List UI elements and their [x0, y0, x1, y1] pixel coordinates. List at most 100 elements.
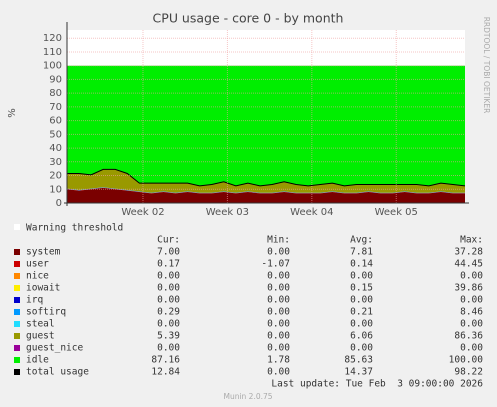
stat-value: 7.81	[350, 247, 373, 258]
y-tick-label: 40	[49, 143, 62, 154]
y-tick-label: 80	[49, 88, 62, 99]
y-tick-label: 0	[56, 198, 62, 209]
stat-value: 7.00	[157, 247, 180, 258]
area-idle	[67, 65, 465, 186]
legend-label: system	[26, 247, 61, 258]
stat-value: 86.36	[454, 331, 483, 342]
stat-value: 0.00	[157, 283, 180, 294]
legend-swatch	[14, 345, 20, 351]
legend-label: total usage	[26, 367, 89, 378]
y-tick-label: 90	[49, 74, 62, 85]
stat-value: 0.00	[350, 271, 373, 282]
legend-swatch	[14, 309, 20, 315]
warning-swatch	[14, 224, 20, 230]
stat-value: 0.21	[350, 307, 373, 318]
stat-value: 8.46	[460, 307, 483, 318]
stat-header: Min:	[267, 235, 290, 246]
stat-value: 100.00	[449, 355, 484, 366]
stat-value: 0.00	[157, 271, 180, 282]
stat-value: 0.00	[460, 295, 483, 306]
stat-value: 0.00	[267, 367, 290, 378]
stat-value: 0.00	[157, 343, 180, 354]
stat-value: 6.06	[350, 331, 373, 342]
y-tick-label: 20	[49, 171, 62, 182]
y-axis-label: %	[7, 108, 18, 118]
stat-value: 0.00	[157, 319, 180, 330]
legend-label: irq	[26, 295, 43, 306]
legend-label: iowait	[26, 283, 60, 294]
watermark: RRDTOOL / TOBI OETIKER	[482, 17, 491, 114]
stat-value: 44.45	[454, 259, 483, 270]
legend-swatch	[14, 285, 20, 291]
area-system	[67, 187, 465, 203]
footer: Munin 2.0.75	[223, 392, 272, 401]
legend-label: steal	[26, 319, 55, 330]
stat-value: 0.00	[267, 331, 290, 342]
stat-value: 5.39	[157, 331, 180, 342]
y-tick-label: 70	[49, 102, 62, 113]
legend-label: softirq	[26, 307, 66, 318]
stat-value: 12.84	[151, 367, 180, 378]
stat-value: 0.00	[350, 295, 373, 306]
stat-value: 0.00	[460, 319, 483, 330]
stat-value: -1.07	[261, 259, 290, 270]
area-softirq	[67, 187, 465, 194]
legend-swatch	[14, 357, 20, 363]
stat-value: 37.28	[454, 247, 483, 258]
stat-value: 0.00	[267, 271, 290, 282]
total-line	[67, 168, 466, 187]
legend-label: nice	[26, 271, 49, 282]
y-tick-label: 10	[49, 184, 62, 195]
warning-label: Warning threshold	[26, 223, 123, 234]
y-tick-label: 100	[43, 61, 62, 72]
stat-value: 0.00	[267, 283, 290, 294]
stat-value: 0.00	[267, 307, 290, 318]
x-tick-label: Week 05	[375, 207, 418, 218]
stat-value: 0.00	[460, 343, 483, 354]
stat-value: 98.22	[454, 367, 483, 378]
legend-label: guest_nice	[26, 343, 83, 354]
stat-header: Avg:	[350, 235, 373, 246]
x-tick-label: Week 03	[206, 207, 249, 218]
x-tick-label: Week 02	[121, 207, 164, 218]
legend-swatch	[14, 333, 20, 339]
stat-value: 87.16	[151, 355, 180, 366]
stat-value: 0.00	[267, 295, 290, 306]
stat-value: 0.29	[157, 307, 180, 318]
legend-swatch	[14, 261, 20, 267]
legend-swatch	[14, 273, 20, 279]
legend-swatch	[14, 369, 20, 375]
y-tick-label: 50	[49, 129, 62, 140]
area-guest	[67, 169, 465, 193]
legend-label: idle	[26, 355, 49, 366]
stat-value: 0.00	[157, 295, 180, 306]
stat-value: 0.00	[267, 247, 290, 258]
stat-value: 14.37	[344, 367, 373, 378]
stat-value: 85.63	[344, 355, 373, 366]
chart-title: CPU usage - core 0 - by month	[153, 11, 344, 26]
y-tick-label: 120	[43, 33, 62, 44]
stat-value: 0.15	[350, 283, 373, 294]
legend-swatch	[14, 321, 20, 327]
stat-value: 0.00	[350, 343, 373, 354]
y-tick-label: 30	[49, 157, 62, 168]
stat-header: Cur:	[157, 235, 180, 246]
stat-value: 39.86	[454, 283, 483, 294]
stat-value: 0.00	[267, 319, 290, 330]
legend-swatch	[14, 297, 20, 303]
y-tick-label: 110	[43, 47, 62, 58]
stat-value: 0.00	[267, 343, 290, 354]
stat-value: 1.78	[267, 355, 290, 366]
last-update: Last update: Tue Feb 3 09:00:00 2026	[271, 379, 483, 390]
y-tick-label: 60	[49, 116, 62, 127]
legend-label: user	[26, 259, 49, 270]
stat-value: 0.00	[460, 271, 483, 282]
area-user	[67, 187, 465, 194]
legend-swatch	[14, 249, 20, 255]
stat-value: 0.14	[350, 259, 373, 270]
stat-value: 0.17	[157, 259, 180, 270]
stat-header: Max:	[460, 235, 483, 246]
legend-label: guest	[26, 331, 55, 342]
